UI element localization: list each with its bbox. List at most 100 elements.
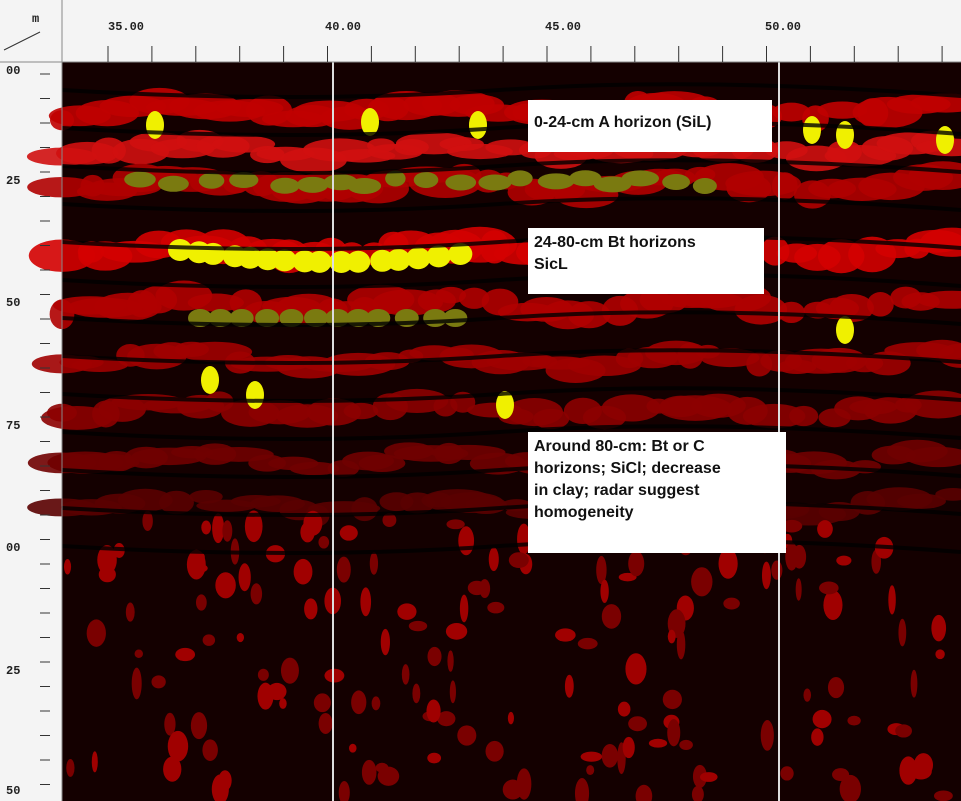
texture-blob [87, 619, 106, 646]
texture-blob [239, 563, 251, 591]
texture-blob [507, 170, 532, 186]
texture-blob [218, 770, 231, 791]
left-ruler-label: 00 [6, 64, 20, 78]
texture-blob [443, 309, 467, 327]
texture-blob [151, 675, 165, 688]
texture-blob [319, 713, 333, 734]
texture-blob [581, 752, 603, 762]
texture-blob [168, 731, 188, 762]
left-ruler-label: 50 [6, 784, 20, 798]
texture-blob [936, 126, 954, 154]
texture-blob [251, 583, 263, 604]
texture-blob [258, 669, 269, 681]
texture-blob [931, 615, 946, 642]
annotation: 24-80-cm Bt horizons SicL [528, 228, 764, 294]
annotation-line: 0-24-cm A horizon (SiL) [534, 112, 766, 134]
texture-blob [402, 664, 410, 685]
left-ruler-label: 25 [6, 664, 20, 678]
texture-blob [159, 491, 194, 514]
texture-blob [832, 768, 849, 781]
texture-blob [308, 251, 332, 273]
texture-blob [489, 547, 499, 571]
screenshot: m 35.0040.0045.0050.0000255075002550 0-2… [0, 0, 961, 801]
texture-blob [337, 557, 351, 583]
texture-blob [146, 111, 164, 139]
texture-blob [201, 521, 211, 535]
texture-blob [578, 638, 598, 649]
texture-blob [297, 177, 329, 193]
left-ruler-label: 50 [6, 296, 20, 310]
texture-blob [719, 548, 738, 578]
texture-blob [158, 176, 189, 192]
texture-blob [64, 559, 71, 574]
texture-blob [196, 594, 207, 610]
texture-blob [867, 292, 894, 317]
texture-blob [412, 684, 420, 704]
texture-blob [372, 696, 381, 710]
texture-blob [847, 716, 860, 726]
texture-blob [898, 619, 906, 647]
texture-blob [406, 247, 430, 269]
texture-blob [126, 603, 135, 622]
texture-blob [222, 520, 232, 541]
texture-blob [486, 741, 504, 762]
top-ruler-label: 45.00 [545, 20, 581, 34]
texture-blob [279, 698, 286, 709]
texture-blob [237, 633, 244, 642]
top-ruler-label: 40.00 [325, 20, 361, 34]
texture-blob [663, 690, 682, 709]
texture-blob [135, 650, 143, 658]
texture-blob [628, 716, 647, 731]
texture-blob [628, 551, 644, 576]
texture-blob [340, 525, 358, 540]
texture-blob [351, 497, 377, 521]
texture-blob [789, 406, 818, 426]
texture-blob [723, 598, 740, 610]
texture-blob [314, 693, 331, 712]
texture-blob [555, 628, 576, 641]
texture-blob [294, 559, 313, 585]
texture-blob [813, 710, 832, 728]
texture-blob [934, 790, 953, 801]
annotation-line: 24-80-cm Bt horizons [534, 232, 758, 254]
texture-blob [772, 172, 798, 199]
texture-blob [362, 760, 377, 785]
texture-blob [602, 744, 618, 768]
texture-blob [836, 316, 854, 344]
texture-blob [517, 768, 532, 799]
texture-blob [600, 580, 608, 603]
texture-blob [469, 111, 487, 139]
texture-blob [360, 587, 371, 616]
texture-blob [201, 366, 219, 394]
texture-blob [762, 562, 771, 590]
left-ruler-label: 75 [6, 419, 20, 433]
texture-blob [318, 536, 329, 548]
annotation: Around 80-cm: Bt or C horizons; SiCl; de… [528, 432, 786, 553]
texture-blob [565, 675, 574, 698]
texture-blob [819, 582, 839, 595]
texture-blob [124, 171, 156, 187]
texture-blob [935, 649, 944, 659]
texture-blob [346, 251, 370, 273]
texture-blob [427, 245, 451, 267]
texture-blob [187, 550, 206, 580]
texture-blob [623, 737, 635, 758]
texture-blob [625, 653, 646, 684]
texture-blob [914, 753, 933, 777]
texture-blob [780, 766, 793, 780]
texture-blob [538, 173, 575, 189]
texture-blob [586, 765, 594, 775]
texture-blob [796, 578, 802, 601]
texture-blob [836, 556, 851, 566]
annotation: 0-24-cm A horizon (SiL) [528, 100, 772, 152]
texture-blob [324, 669, 344, 683]
texture-blob [841, 784, 855, 793]
texture-blob [203, 634, 215, 646]
texture-blob [618, 702, 631, 717]
texture-blob [378, 767, 400, 786]
texture-blob [281, 658, 299, 684]
left-ruler-label: 25 [6, 174, 20, 188]
texture-blob [66, 759, 74, 777]
texture-blob [803, 116, 821, 144]
texture-blob [445, 174, 476, 190]
